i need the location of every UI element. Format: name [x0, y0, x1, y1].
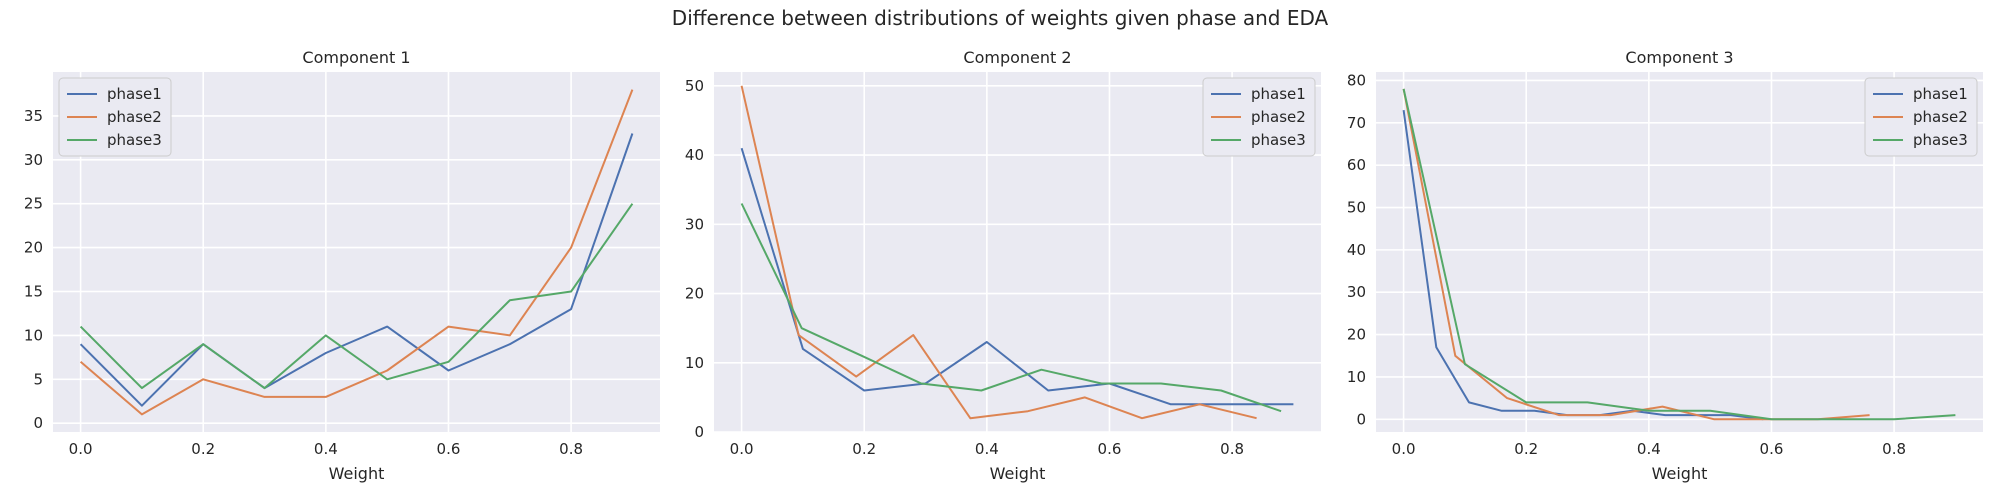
legend-label-phase2: phase2: [107, 108, 162, 126]
series-group: [79, 89, 634, 416]
legend-label-phase1: phase1: [107, 85, 162, 103]
y-tick-label: 30: [1347, 283, 1366, 301]
y-tick-label: 20: [685, 285, 704, 303]
y-tick-label: 80: [1347, 71, 1366, 89]
panel-title: Component 3: [1625, 48, 1733, 67]
y-tick-label: 10: [24, 326, 43, 344]
y-tick-label: 5: [33, 370, 43, 388]
x-tick-label: 0.4: [1637, 440, 1661, 458]
x-tick-label: 0.0: [730, 440, 754, 458]
y-tick-label: 50: [1347, 199, 1366, 217]
y-tick-label: 10: [685, 354, 704, 372]
legend-label-phase1: phase1: [1913, 85, 1968, 103]
series-line-phase2: [79, 89, 634, 416]
legend-label-phase3: phase3: [1913, 131, 1968, 149]
x-tick-label: 0.4: [314, 440, 338, 458]
y-tick-label: 15: [24, 283, 43, 301]
x-tick-label: 0.2: [1514, 440, 1538, 458]
legend: phase1 phase2 phase3: [1202, 77, 1316, 157]
legend-label-phase2: phase2: [1251, 108, 1306, 126]
x-tick-label: 0.4: [975, 440, 999, 458]
x-tick-label: 0.0: [69, 440, 93, 458]
x-tick-label: 0.8: [559, 440, 583, 458]
y-tick-label: 0: [33, 414, 43, 432]
y-tick-label: 35: [24, 107, 43, 125]
chart-panel-3: 0.0 0.2 0.4 0.6 0.8 0 10 20 30 40 50 60 70 80 Componen…: [1347, 48, 1983, 483]
y-tick-label: 0: [1356, 410, 1366, 428]
y-tick-label: 40: [685, 146, 704, 164]
y-tick-label: 40: [1347, 241, 1366, 259]
x-tick-label: 0.6: [437, 440, 461, 458]
x-axis-label: Weight: [990, 464, 1046, 483]
panel-title: Component 2: [963, 48, 1071, 67]
legend: phase1 phase2 phase3: [1864, 77, 1978, 157]
x-tick-label: 0.6: [1098, 440, 1122, 458]
y-tick-label: 20: [24, 239, 43, 257]
y-tick-label: 60: [1347, 156, 1366, 174]
series-group: [740, 85, 1294, 420]
y-tick-label: 30: [685, 215, 704, 233]
chart-panel-2: 0.0 0.2 0.4 0.6 0.8 0 10 20 30 40 50 Component 2 Wei…: [685, 48, 1321, 483]
x-tick-label: 0.8: [1220, 440, 1244, 458]
chart-panel-1: 0.0 0.2 0.4 0.6 0.8 0 5 10 15 20 25 30 35 Component 1…: [24, 48, 660, 483]
legend-box: [1202, 77, 1316, 157]
x-tick-label: 0.0: [1392, 440, 1416, 458]
y-tick-label: 20: [1347, 326, 1366, 344]
series-line-phase2: [740, 85, 1257, 420]
y-tick-label: 10: [1347, 368, 1366, 386]
legend-label-phase3: phase3: [1251, 131, 1306, 149]
series-group: [1402, 88, 1956, 421]
y-tick-label: 50: [685, 77, 704, 95]
x-tick-label: 0.6: [1760, 440, 1784, 458]
legend-box: [1864, 77, 1978, 157]
legend-label-phase1: phase1: [1251, 85, 1306, 103]
figure-title: Difference between distributions of weig…: [671, 6, 1329, 30]
legend-label-phase2: phase2: [1913, 108, 1968, 126]
x-tick-label: 0.2: [191, 440, 215, 458]
legend-box: [58, 77, 172, 157]
y-tick-label: 0: [694, 423, 704, 441]
x-tick-label: 0.2: [852, 440, 876, 458]
x-axis-label: Weight: [1652, 464, 1708, 483]
y-tick-label: 30: [24, 151, 43, 169]
series-line-phase1: [79, 133, 634, 407]
x-tick-label: 0.8: [1882, 440, 1906, 458]
panel-title: Component 1: [302, 48, 410, 67]
legend-label-phase3: phase3: [107, 131, 162, 149]
x-axis-label: Weight: [329, 464, 385, 483]
series-line-phase3: [740, 203, 1282, 413]
series-line-phase3: [1402, 88, 1956, 421]
y-tick-label: 70: [1347, 114, 1366, 132]
legend: phase1 phase2 phase3: [58, 77, 172, 157]
series-line-phase3: [79, 203, 634, 390]
y-tick-label: 25: [24, 195, 43, 213]
